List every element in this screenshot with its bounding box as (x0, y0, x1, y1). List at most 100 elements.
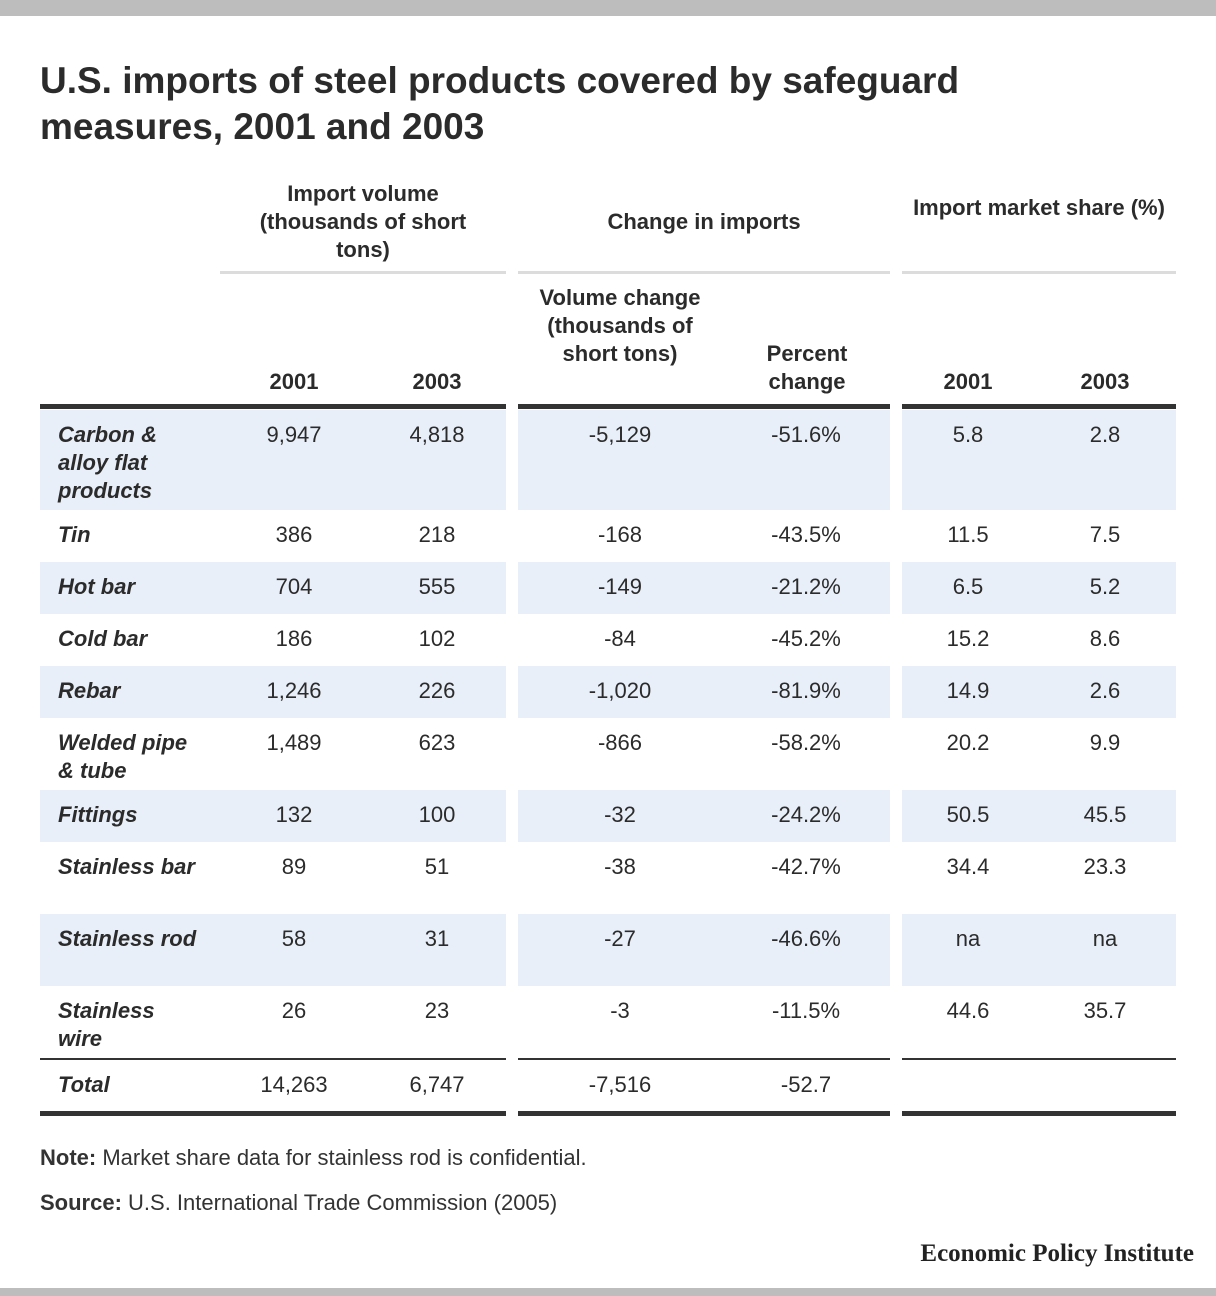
table-cell: 623 (418, 730, 456, 755)
source-line: Source: U.S. International Trade Commiss… (40, 1189, 557, 1217)
table-cell: 9,947 (266, 422, 322, 447)
table-cell: -149 (597, 574, 643, 599)
source-label: Source: (40, 1190, 122, 1215)
chart-title: U.S. imports of steel products covered b… (40, 60, 960, 147)
col-header-share-2003: 2003 (1080, 369, 1130, 394)
table-cell: 44.6 (946, 998, 990, 1023)
table-cell: 45.5 (1083, 802, 1127, 827)
total-cell: -52.7 (780, 1072, 832, 1097)
row-band (902, 562, 1176, 614)
table-cell: -24.2% (771, 802, 841, 827)
table-cell: -168 (597, 522, 643, 547)
table-cell: -45.2% (771, 626, 841, 651)
table-cell: 11.5 (947, 522, 989, 547)
row-label: Welded pipe & tube (58, 730, 188, 783)
note-text: Market share data for stainless rod is c… (96, 1145, 587, 1170)
table-cell: -84 (604, 626, 636, 651)
table-cell: 15.2 (946, 626, 990, 651)
row-label: Tin (58, 522, 91, 547)
table-cell: 51 (424, 854, 450, 879)
table-cell: 1,246 (266, 678, 322, 703)
table-cell: 23 (424, 998, 450, 1023)
row-label: Stainless bar (58, 854, 195, 879)
table-cell: 386 (275, 522, 313, 547)
row-label: Hot bar (58, 574, 135, 599)
col-header-volume-2001: 2001 (269, 369, 319, 394)
table-cell: 226 (418, 678, 456, 703)
table-cell: -1,020 (588, 678, 652, 703)
row-band (40, 914, 506, 986)
group-rule-market-share (902, 271, 1176, 274)
table-cell: -866 (597, 730, 643, 755)
total-rule-change (518, 1058, 890, 1060)
total-rule-market-share (902, 1058, 1176, 1060)
table-cell: 50.5 (946, 802, 990, 827)
col-header-volume-2003: 2003 (412, 369, 462, 394)
note-label: Note: (40, 1145, 97, 1170)
bottom-border (0, 1288, 1216, 1296)
table-cell: 8.6 (1089, 626, 1121, 651)
top-border (0, 0, 1216, 16)
note-line: Note: Market share data for stainless ro… (40, 1144, 587, 1172)
table-cell: 218 (418, 522, 456, 547)
row-band (40, 562, 506, 614)
row-label: Rebar (58, 678, 121, 703)
table-cell: -11.5% (771, 998, 841, 1023)
group-rule-import-volume (220, 271, 506, 274)
table-cell: 5.2 (1089, 574, 1121, 599)
total-rule-label-volume (40, 1058, 506, 1060)
table-cell: -3 (610, 998, 630, 1023)
table-cell: 7.5 (1089, 522, 1121, 547)
row-band (40, 666, 506, 718)
row-band (902, 914, 1176, 986)
header-rule-label-volume (40, 404, 506, 409)
header-rule-market-share (902, 404, 1176, 409)
row-band (518, 790, 890, 842)
table-cell: 2.8 (1089, 422, 1121, 447)
table-cell: 6.5 (952, 574, 984, 599)
table-cell: -51.6% (771, 422, 841, 447)
group-header-change-in-imports: Change in imports (607, 209, 801, 234)
total-cell: 6,747 (409, 1072, 465, 1097)
bottom-rule-change (518, 1111, 890, 1116)
row-band (902, 790, 1176, 842)
row-label: Stainless wire (58, 998, 155, 1051)
col-header-percent-change: Percent change (766, 341, 848, 394)
table-cell: -32 (604, 802, 636, 827)
row-label: Stainless rod (58, 926, 197, 951)
table-cell: na (1092, 926, 1118, 951)
bottom-rule-market-share (902, 1111, 1176, 1116)
total-cell: -7,516 (588, 1072, 652, 1097)
table-cell: 58 (281, 926, 307, 951)
total-cell: 14,263 (260, 1072, 328, 1097)
table-cell: -21.2% (771, 574, 841, 599)
row-band (902, 666, 1176, 718)
header-rule-change (518, 404, 890, 409)
col-header-share-2001: 2001 (943, 369, 993, 394)
table-cell: 9.9 (1089, 730, 1121, 755)
table-cell: -42.7% (771, 854, 841, 879)
row-label: Carbon & alloy flat products (58, 422, 157, 503)
table-cell: 132 (275, 802, 313, 827)
table-cell: -27 (604, 926, 636, 951)
table-cell: 1,489 (266, 730, 322, 755)
row-band (40, 410, 506, 510)
group-header-market-share: Import market share (%) (913, 195, 1165, 220)
brand-logo-text: Economic Policy Institute (920, 1240, 1194, 1267)
table-cell: 31 (424, 926, 450, 951)
table-cell: -5,129 (588, 422, 652, 447)
table-cell: 102 (418, 626, 456, 651)
table-cell: -58.2% (771, 730, 841, 755)
row-band (518, 410, 890, 510)
table-cell: -38 (604, 854, 636, 879)
table-cell: 34.4 (946, 854, 990, 879)
row-label: Fittings (58, 802, 138, 827)
row-band (518, 914, 890, 986)
table-cell: 4,818 (409, 422, 465, 447)
table-cell: 14.9 (946, 678, 990, 703)
table-cell: na (955, 926, 981, 951)
table-cell: -43.5% (771, 522, 841, 547)
bottom-rule-label-volume (40, 1111, 506, 1116)
table-cell: 100 (418, 802, 456, 827)
